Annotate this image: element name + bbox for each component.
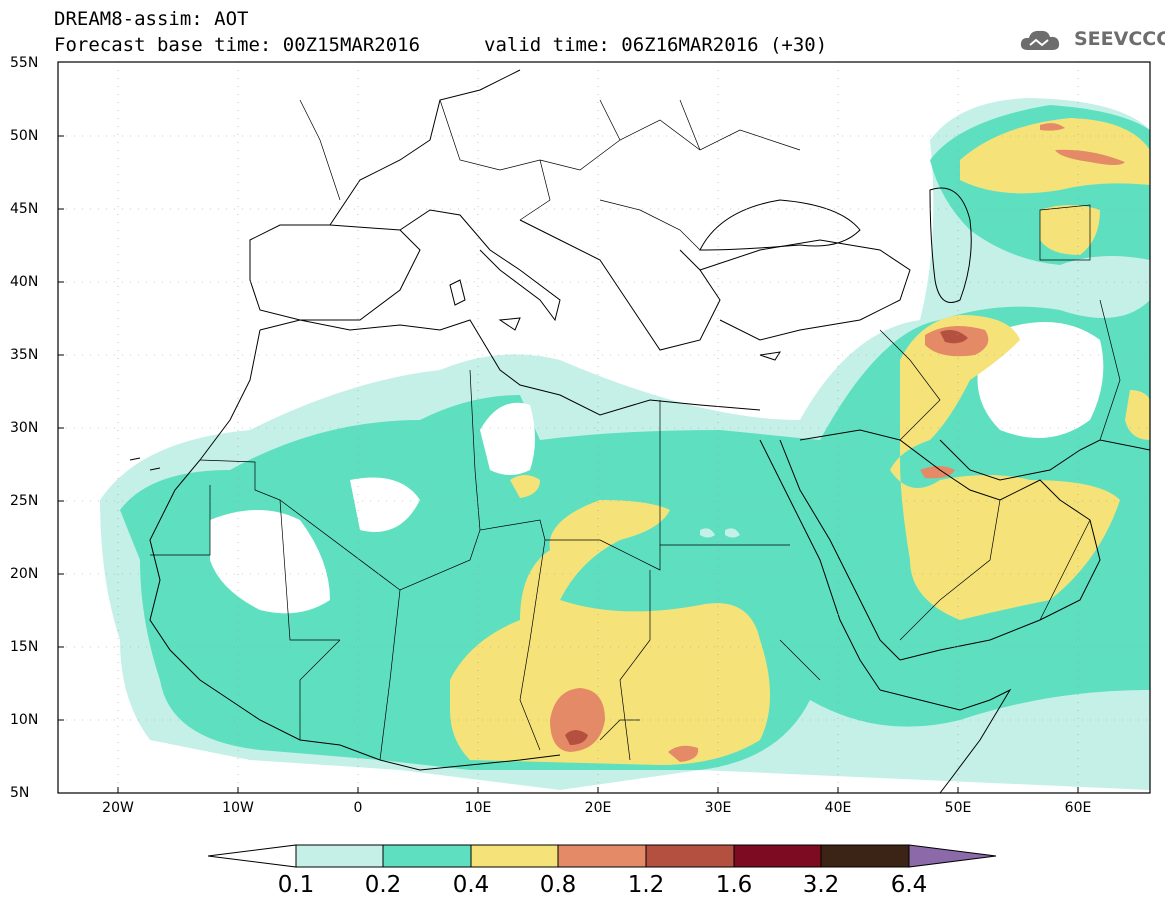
lat-label-15n: 15N <box>10 639 39 655</box>
cloud-logo-icon <box>1020 30 1060 50</box>
lon-label-10e: 10E <box>464 800 492 816</box>
aot-sea-patches <box>700 528 740 538</box>
logo-text: SEEVCCC <box>1074 28 1165 50</box>
lon-label-50e: 50E <box>944 800 972 816</box>
map-title: DREAM8-assim: AOT <box>54 8 249 30</box>
lon-label-20e: 20E <box>584 800 612 816</box>
coastlines <box>129 69 1150 793</box>
colorbar-bin-1 <box>295 844 384 868</box>
lon-label-10w: 10W <box>222 800 254 816</box>
aot-clear-areas <box>210 322 1104 614</box>
valid-time: valid time: 06Z16MAR2016 (+30) <box>484 34 828 56</box>
lat-label-30n: 30N <box>10 420 39 436</box>
lon-label-0: 0 <box>353 800 363 816</box>
colorbar-label-1.6: 1.6 <box>715 872 753 898</box>
colorbar-bin-3 <box>470 844 559 868</box>
aot-0.4-contour <box>450 118 1150 765</box>
lat-label-5n: 5N <box>10 785 30 801</box>
lat-label-35n: 35N <box>10 347 39 363</box>
lat-label-40n: 40N <box>10 274 39 290</box>
colorbar <box>207 844 997 868</box>
colorbar-bin-4 <box>557 844 647 868</box>
colorbar-label-3.2: 3.2 <box>802 872 840 898</box>
colorbar-label-0.2: 0.2 <box>364 872 402 898</box>
forecast-base-time: Forecast base time: 00Z15MAR2016 <box>54 34 421 56</box>
colorbar-bin-5 <box>645 844 735 868</box>
lat-label-20n: 20N <box>10 566 39 582</box>
lat-label-45n: 45N <box>10 201 39 217</box>
axis-ticks <box>58 135 1079 793</box>
colorbar-bin-6 <box>733 844 822 868</box>
colorbar-label-0.1: 0.1 <box>277 872 315 898</box>
lon-label-20w: 20W <box>102 800 134 816</box>
colorbar-bin-2 <box>382 844 472 868</box>
lat-label-50n: 50N <box>10 128 39 144</box>
colorbar-low-arrow <box>207 844 297 868</box>
lat-label-10n: 10N <box>10 712 39 728</box>
lat-label-55n: 55N <box>10 55 39 71</box>
colorbar-label-0.4: 0.4 <box>452 872 490 898</box>
aot-1.2-contour <box>565 330 968 745</box>
lon-label-30e: 30E <box>704 800 732 816</box>
lat-label-25n: 25N <box>10 493 39 509</box>
lon-label-60e: 60E <box>1064 800 1092 816</box>
colorbar-label-6.4: 6.4 <box>890 872 928 898</box>
colorbar-label-0.8: 0.8 <box>539 872 577 898</box>
colorbar-high-arrow <box>908 844 997 868</box>
seevccc-logo: SEEVCCC <box>1018 26 1165 56</box>
colorbar-bin-7 <box>820 844 910 868</box>
colorbar-label-1.2: 1.2 <box>627 872 665 898</box>
lon-label-40e: 40E <box>824 800 852 816</box>
country-borders <box>150 99 1121 761</box>
